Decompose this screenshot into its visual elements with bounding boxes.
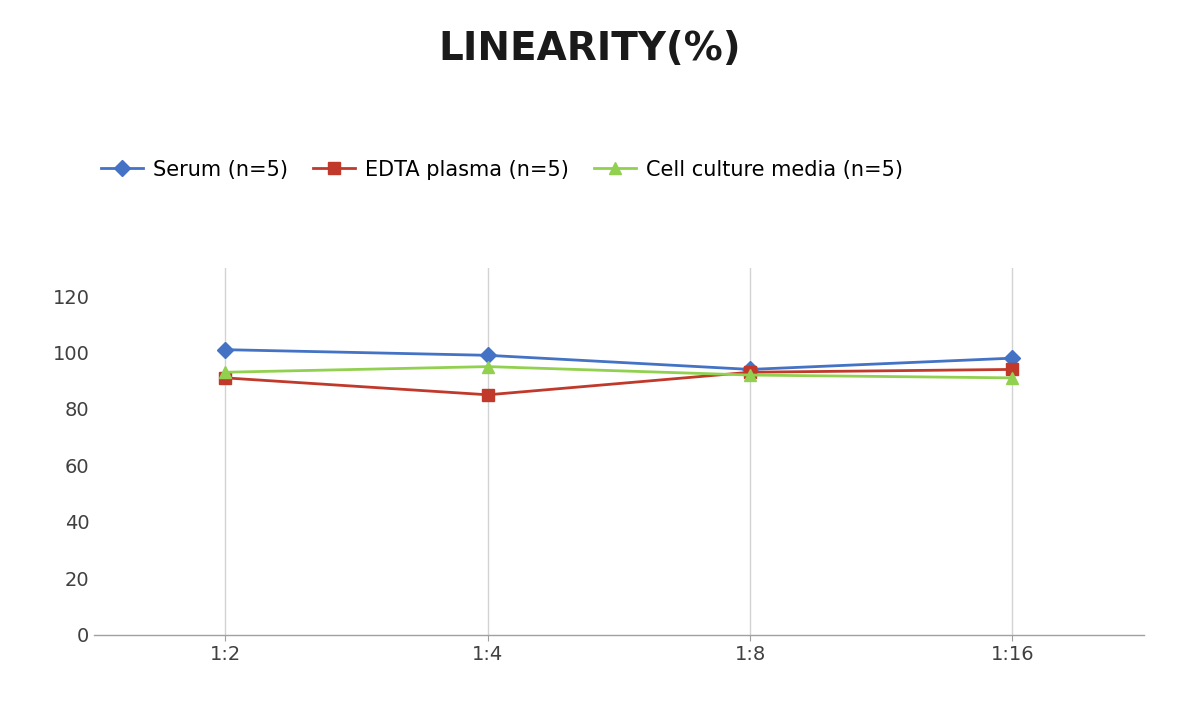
EDTA plasma (n=5)	[481, 391, 495, 399]
EDTA plasma (n=5)	[743, 368, 757, 376]
Line: Serum (n=5): Serum (n=5)	[220, 344, 1017, 375]
Line: Cell culture media (n=5): Cell culture media (n=5)	[220, 361, 1017, 384]
Serum (n=5)	[1006, 354, 1020, 362]
EDTA plasma (n=5)	[1006, 365, 1020, 374]
Serum (n=5)	[218, 345, 232, 354]
EDTA plasma (n=5)	[218, 374, 232, 382]
Cell culture media (n=5)	[218, 368, 232, 376]
Serum (n=5)	[481, 351, 495, 360]
Text: LINEARITY(%): LINEARITY(%)	[439, 30, 740, 68]
Cell culture media (n=5)	[1006, 374, 1020, 382]
Line: EDTA plasma (n=5): EDTA plasma (n=5)	[220, 364, 1017, 400]
Legend: Serum (n=5), EDTA plasma (n=5), Cell culture media (n=5): Serum (n=5), EDTA plasma (n=5), Cell cul…	[93, 152, 911, 188]
Cell culture media (n=5)	[743, 371, 757, 379]
Cell culture media (n=5)	[481, 362, 495, 371]
Serum (n=5)	[743, 365, 757, 374]
